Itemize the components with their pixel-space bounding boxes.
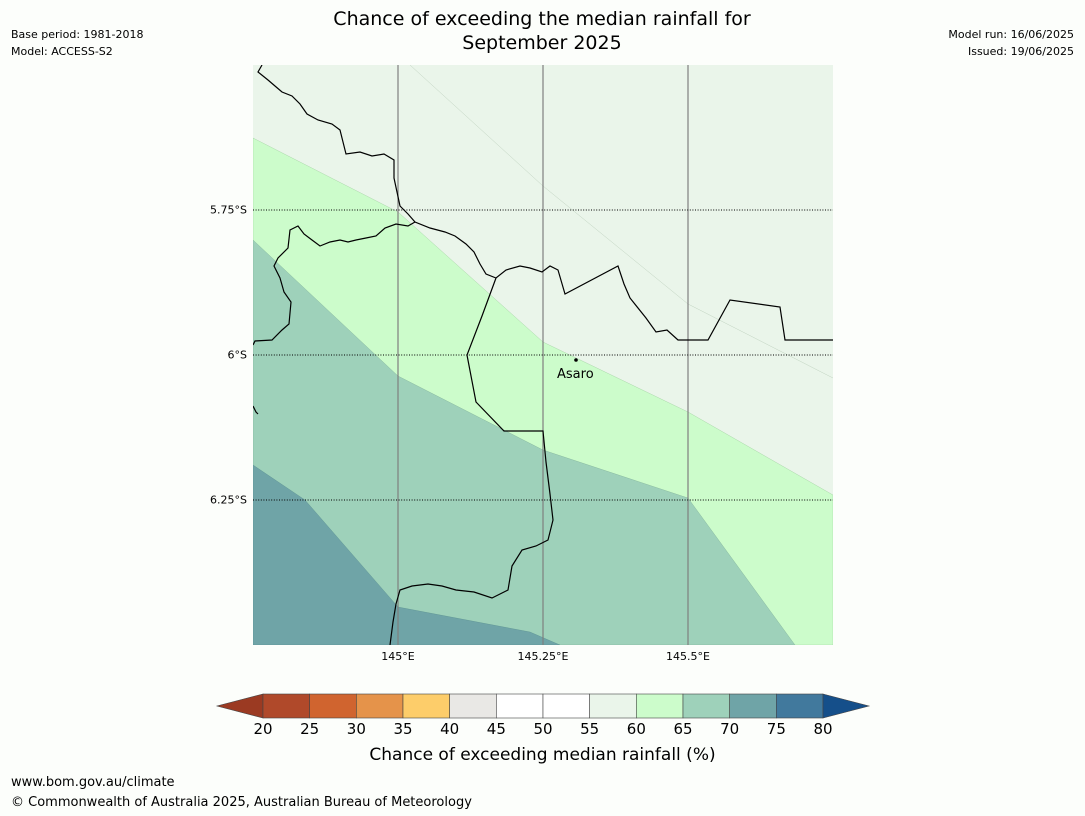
colorbar-cell	[262, 693, 310, 719]
province-boundary-west	[253, 221, 416, 346]
coast-fragment	[253, 405, 259, 415]
colorbar-cell	[589, 693, 637, 719]
colorbar-tick-label: 35	[393, 720, 413, 738]
asaro-label: Asaro	[557, 367, 594, 382]
colorbar-tick-label: 65	[673, 720, 693, 738]
lat-label-6-25: 6.25°S	[210, 493, 247, 507]
lon-label-145-25: 145.25°E	[517, 650, 569, 663]
colorbar-tick-label: 45	[486, 720, 506, 738]
colorbar-cell	[636, 693, 684, 719]
colorbar-cell	[776, 693, 824, 719]
footer-copyright: © Commonwealth of Australia 2025, Austra…	[11, 795, 472, 810]
boundaries	[253, 65, 833, 645]
map-title-line2: September 2025	[462, 32, 622, 54]
colorbar-cell	[729, 693, 777, 719]
colorbar-tick-label: 55	[580, 720, 600, 738]
colorbar-cell	[309, 693, 357, 719]
place-asaro: Asaro	[557, 358, 594, 382]
colorbar-tick-label: 25	[300, 720, 320, 738]
colorbar-low-extend	[215, 693, 264, 719]
colorbar-tick-label: 50	[533, 720, 553, 738]
colorbar-tick-label: 70	[720, 720, 740, 738]
lon-label-145: 145°E	[381, 650, 415, 663]
footer-url: www.bom.gov.au/climate	[11, 775, 175, 790]
colorbar-cell	[356, 693, 404, 719]
map-title: Chance of exceeding the median rainfall …	[240, 7, 844, 55]
lat-label-5-75: 5.75°S	[210, 203, 247, 217]
base-period: Base period: 1981-2018	[11, 28, 144, 41]
parallels	[253, 209, 833, 501]
province-boundary-north	[257, 65, 833, 341]
colorbar-tick-label: 75	[766, 720, 786, 738]
province-boundary-central	[389, 277, 554, 645]
colorbar-tick-label: 60	[626, 720, 646, 738]
colorbar-tick-label: 80	[813, 720, 833, 738]
colorbar-tick-label: 30	[346, 720, 366, 738]
model-name: Model: ACCESS-S2	[11, 45, 113, 58]
colorbar-cell	[402, 693, 450, 719]
colorbar-cell	[496, 693, 544, 719]
metadata-right: Model run: 16/06/2025 Issued: 19/06/2025	[948, 26, 1074, 60]
lon-label-145-5: 145.5°E	[666, 650, 710, 663]
asaro-marker	[574, 358, 578, 362]
colorbar-cell	[449, 693, 497, 719]
colorbar-high-extend	[822, 693, 871, 719]
metadata-left: Base period: 1981-2018 Model: ACCESS-S2	[11, 26, 143, 60]
colorbar-cell	[542, 693, 590, 719]
band-55-60-edge	[409, 65, 833, 379]
colorbar-cell	[682, 693, 730, 719]
colorbar	[215, 693, 871, 719]
issued-date: Issued: 19/06/2025	[967, 45, 1074, 58]
colorbar-tick-label: 40	[440, 720, 460, 738]
map-title-line1: Chance of exceeding the median rainfall …	[333, 8, 751, 30]
model-run-date: Model run: 16/06/2025	[948, 28, 1074, 41]
colorbar-tick-label: 20	[253, 720, 273, 738]
colorbar-label: Chance of exceeding median rainfall (%)	[369, 745, 716, 765]
lat-label-6: 6°S	[227, 348, 247, 362]
